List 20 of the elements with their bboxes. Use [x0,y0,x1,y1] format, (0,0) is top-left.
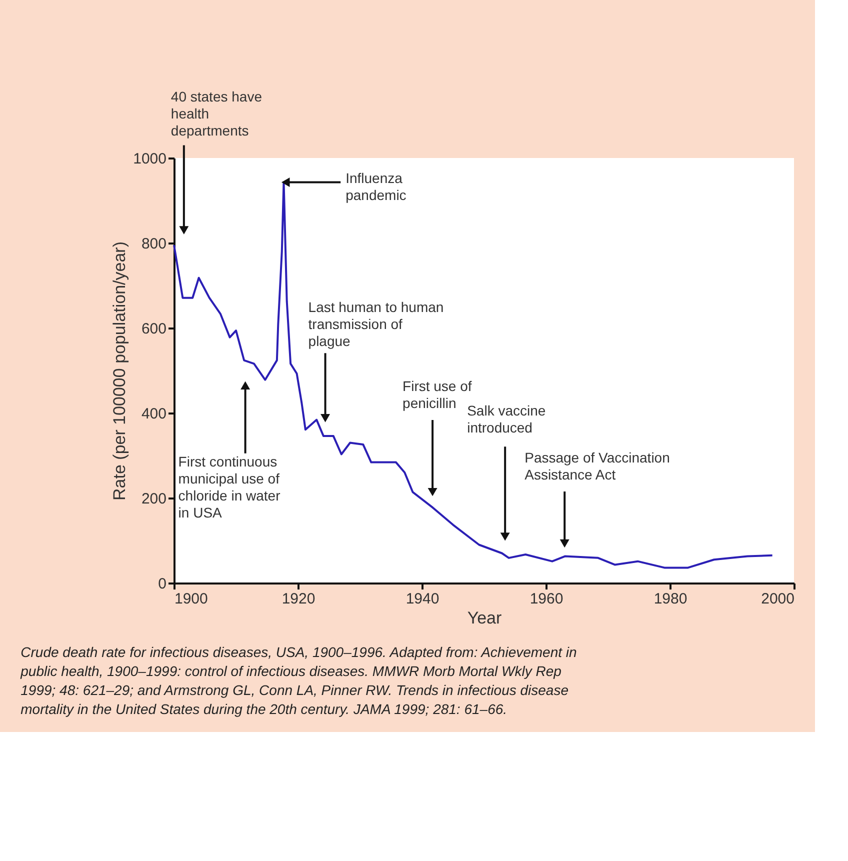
text: Crude death rate for infectious diseases, USA, 1900–1996. Adapted from: Achievement in public health, 1900–1999: control of infectious diseases. MMWR Morb Mortal Wkly Rep 1999; 48: 621–29; and Armstrong GL, Conn LA, Pinner RW. Trends in infectious disease mortality in the United States during the 20th century. JAMA 1999; 281: 61–66. [20,644,578,717]
x-tick-label: 2000 [761,590,794,608]
y-tick-label: 400 [141,406,166,422]
annotation: First continuous municipal use of chloride in water in USA [178,453,281,520]
y-tick-label: 200 [141,490,166,508]
annotation: Last human to human transmission of plague [308,299,444,350]
x-axis-title: Year [467,608,502,628]
x-tick-label: 1980 [654,590,688,608]
y-axis-title: Rate (per 100000 population/year) [110,242,130,500]
y-tick-label: 1000 [133,150,166,168]
x-tick-label: 1900 [174,590,208,608]
x-tick-label: 1940 [406,590,440,608]
x-tick-label: 1960 [530,590,564,608]
y-tick-label: 600 [141,320,166,338]
annotation: Passage of Vaccination Assistance Act [524,449,670,482]
annotation: 40 states have health departments [170,88,262,138]
x-tick-label: 1920 [282,590,316,608]
y-tick-label: 0 [158,576,166,592]
annotation: Influenza pandemic [346,170,406,204]
y-tick-label: 800 [141,236,166,252]
